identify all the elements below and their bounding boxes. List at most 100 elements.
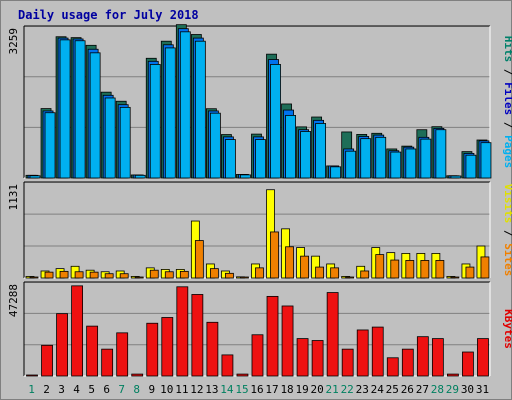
bar-sites: [209, 268, 219, 279]
panel-top: 3259 Hits / Files / Pages: [7, 24, 512, 179]
bar-kbytes: [221, 354, 234, 377]
side-legend-entry: KBytes: [502, 309, 512, 349]
bar-sites: [225, 272, 234, 279]
bar-sites: [194, 240, 204, 279]
bar-pages: [450, 175, 462, 179]
bar-pages: [74, 40, 86, 179]
bar-pages: [315, 123, 327, 179]
x-tick-label: 13: [205, 383, 218, 396]
bar-kbytes: [206, 321, 219, 377]
bar-kbytes: [41, 344, 53, 377]
bar-pages: [390, 151, 402, 179]
bar-pages: [225, 139, 236, 179]
bar-pages: [270, 64, 281, 179]
bar-pages: [119, 106, 131, 179]
bar-pages: [44, 112, 56, 179]
side-legend-bottom: KBytes: [502, 309, 512, 349]
x-tick-label: 28: [431, 383, 444, 396]
x-tick-label: 25: [386, 383, 399, 396]
bar-pages: [104, 97, 116, 179]
x-tick-label: 19: [295, 383, 308, 396]
x-tick-label: 14: [220, 383, 234, 396]
bar-pages: [330, 166, 342, 179]
side-legend-entry: Hits: [502, 36, 512, 63]
bar-kbytes: [386, 357, 399, 377]
bar-sites: [270, 231, 279, 279]
x-tick-label: 16: [250, 383, 263, 396]
bar-sites: [315, 266, 325, 279]
bar-pages: [420, 138, 432, 179]
axis-max-label: 47288: [7, 284, 20, 317]
bar-kbytes: [251, 334, 264, 377]
x-tick-label: 15: [235, 383, 248, 396]
bar-sites: [450, 276, 460, 279]
bar-kbytes: [191, 294, 204, 377]
bar-kbytes: [281, 305, 294, 377]
side-legend-entry: Visits: [502, 184, 512, 224]
bar-kbytes: [416, 336, 429, 377]
side-legend-top: Hits / Files / Pages: [502, 36, 512, 169]
bar-kbytes: [116, 332, 129, 377]
x-tick-label: 10: [160, 383, 173, 396]
bar-sites: [74, 271, 84, 279]
bar-sites: [149, 269, 159, 279]
x-tick-label: 9: [148, 383, 155, 396]
x-tick-label: 2: [43, 383, 50, 396]
bar-kbytes: [161, 317, 174, 377]
bar-sites: [44, 271, 54, 279]
x-tick-label: 3: [58, 383, 65, 396]
bar-pages: [194, 40, 206, 179]
x-tick-label: 30: [461, 383, 474, 396]
bar-pages: [29, 175, 41, 179]
x-tick-label: 24: [371, 383, 385, 396]
side-legend-entry: /: [502, 62, 512, 82]
x-tick-label: 11: [175, 383, 188, 396]
bar-sites: [480, 256, 490, 279]
side-legend-entry: /: [502, 115, 512, 135]
bar-pages: [240, 174, 251, 179]
panel-middle: 1131 Visits / Sites: [7, 181, 512, 279]
bar-kbytes: [296, 338, 309, 377]
bar-sites: [164, 271, 174, 279]
side-legend-entry: Files: [502, 82, 512, 115]
bar-sites: [405, 260, 415, 279]
x-tick-label: 12: [190, 383, 203, 396]
bar-sites: [29, 276, 39, 279]
bar-sites: [330, 267, 340, 279]
bar-pages: [209, 112, 221, 179]
bar-kbytes: [266, 295, 279, 377]
x-tick-label: 4: [73, 383, 80, 396]
bar-sites: [285, 246, 294, 279]
bar-sites: [240, 276, 249, 279]
bar-pages: [435, 129, 447, 179]
bar-sites: [345, 276, 355, 279]
axis-max-label: 3259: [7, 28, 20, 55]
bar-kbytes: [26, 374, 38, 377]
x-tick-label: 23: [356, 383, 369, 396]
bar-sites: [255, 267, 264, 279]
bar-sites: [59, 270, 69, 279]
bar-pages: [345, 150, 357, 179]
x-tick-label: 31: [476, 383, 489, 396]
x-tick-label: 29: [446, 383, 459, 396]
bar-kbytes: [56, 313, 68, 377]
axis-max-label: 1131: [7, 184, 20, 211]
bar-pages: [149, 64, 161, 179]
bar-kbytes: [356, 329, 369, 377]
bar-sites: [89, 271, 99, 279]
bar-sites: [134, 276, 144, 279]
bar-sites: [435, 260, 445, 279]
bar-kbytes: [326, 292, 339, 377]
bar-pages: [300, 131, 311, 179]
x-tick-label: 27: [416, 383, 429, 396]
bar-pages: [255, 139, 266, 179]
side-legend-entry: Pages: [502, 135, 512, 168]
bar-kbytes: [176, 286, 189, 377]
bar-kbytes: [371, 326, 384, 377]
x-tick-label: 6: [103, 383, 110, 396]
bar-kbytes: [401, 348, 414, 377]
bar-kbytes: [86, 325, 99, 377]
bar-kbytes: [341, 348, 354, 377]
bar-kbytes: [447, 373, 459, 377]
